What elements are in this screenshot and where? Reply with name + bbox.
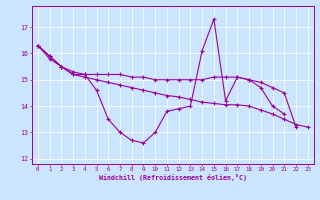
X-axis label: Windchill (Refroidissement éolien,°C): Windchill (Refroidissement éolien,°C) [99, 174, 247, 181]
